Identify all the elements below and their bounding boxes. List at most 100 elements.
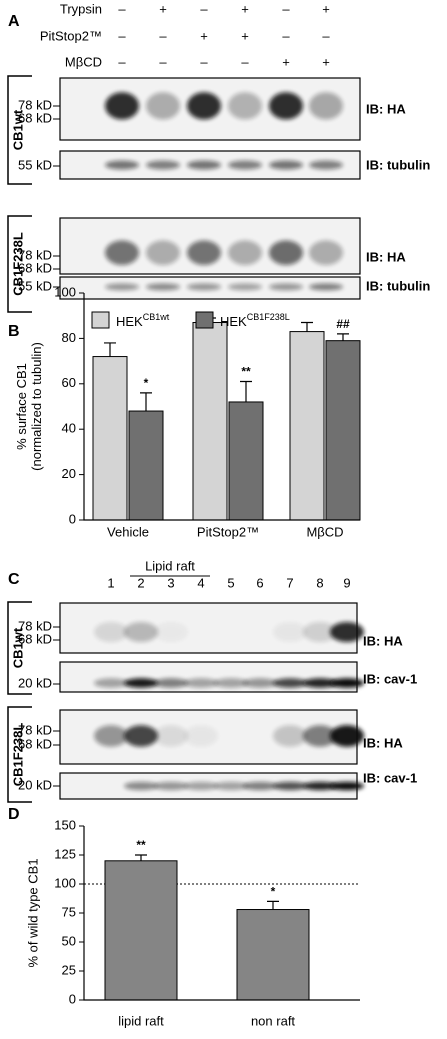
band — [309, 160, 343, 170]
band — [228, 283, 262, 291]
treatment-sign: + — [159, 1, 167, 16]
lane-number: 3 — [167, 575, 174, 590]
legend-superscript: CB1wt — [143, 312, 170, 322]
band — [273, 678, 307, 688]
size-marker: 68 kD — [18, 260, 52, 275]
band — [94, 725, 128, 747]
legend-swatch — [91, 311, 110, 329]
error-bar — [104, 342, 116, 357]
band — [154, 781, 188, 791]
band — [105, 92, 139, 120]
lane-number: 1 — [107, 575, 114, 590]
bar — [289, 331, 325, 521]
y-tick-label: 150 — [54, 817, 76, 832]
panel-label: D — [8, 806, 20, 823]
y-axis-label: (normalized to tubulin) — [29, 342, 44, 471]
significance-marker: * — [271, 885, 276, 899]
band — [243, 781, 277, 791]
error-bar — [301, 321, 313, 332]
legend-name: HEK — [116, 314, 143, 329]
significance-marker: ## — [336, 317, 350, 331]
y-tick-label: 0 — [69, 991, 76, 1006]
band — [214, 781, 248, 791]
group-label: CB1F238L — [10, 723, 25, 787]
lipid-raft-label: Lipid raft — [145, 558, 195, 573]
band — [330, 725, 364, 747]
band — [124, 725, 158, 747]
significance-marker: ** — [136, 838, 146, 852]
lane-number: 9 — [343, 575, 350, 590]
treatment-sign: – — [159, 54, 167, 69]
lane-number: 2 — [137, 575, 144, 590]
band — [228, 92, 262, 120]
band — [184, 725, 218, 747]
treatment-label: MβCD — [65, 54, 102, 69]
band — [184, 678, 218, 688]
error-bar — [337, 333, 349, 341]
y-tick-label: 75 — [62, 904, 76, 919]
group-label: CB1wt — [10, 109, 25, 150]
treatment-sign: – — [241, 54, 249, 69]
treatment-sign: – — [200, 1, 208, 16]
bar — [236, 909, 310, 1001]
ib-label: IB: cav-1 — [363, 770, 417, 785]
x-tick-label: MβCD — [306, 524, 343, 539]
band — [330, 678, 364, 688]
band — [146, 160, 180, 170]
group-label: CB1F238L — [10, 232, 25, 296]
treatment-sign: – — [282, 1, 290, 16]
band — [269, 283, 303, 291]
y-tick-label: 125 — [54, 846, 76, 861]
y-axis-label: % surface CB1 — [14, 363, 29, 450]
band — [105, 283, 139, 291]
band — [187, 283, 221, 291]
band — [303, 781, 337, 791]
size-marker: 55 kD — [18, 278, 52, 293]
band — [303, 725, 337, 747]
band — [303, 622, 337, 642]
band — [187, 92, 221, 120]
error-bar — [140, 392, 152, 412]
size-marker: 78 kD — [18, 247, 52, 262]
band — [303, 678, 337, 688]
treatment-sign: + — [241, 1, 249, 16]
lane-number: 4 — [197, 575, 204, 590]
x-tick-label: lipid raft — [118, 1013, 164, 1028]
band — [94, 622, 128, 642]
treatment-sign: – — [282, 28, 290, 43]
band — [154, 725, 188, 747]
treatment-label: PitStop2™ — [40, 28, 102, 43]
band — [154, 622, 188, 642]
treatment-sign: + — [241, 28, 249, 43]
x-tick-label: non raft — [251, 1013, 295, 1028]
lane-number: 5 — [227, 575, 234, 590]
legend-entry: HEKCB1F238L — [220, 312, 290, 329]
band — [273, 781, 307, 791]
treatment-label: Trypsin — [60, 1, 102, 16]
size-marker: 78 kD — [18, 97, 52, 112]
band — [330, 781, 364, 791]
x-tick-label: PitStop2™ — [197, 524, 259, 539]
band — [105, 160, 139, 170]
y-tick-label: 0 — [69, 511, 76, 526]
treatment-sign: + — [322, 54, 330, 69]
bar — [92, 356, 128, 521]
treatment-sign: – — [200, 54, 208, 69]
band — [187, 160, 221, 170]
x-tick-label: Vehicle — [107, 524, 149, 539]
treatment-sign: + — [282, 54, 290, 69]
bar — [192, 322, 228, 521]
size-marker: 78 kD — [18, 618, 52, 633]
ib-label: IB: HA — [363, 633, 403, 648]
group-label: CB1wt — [10, 627, 25, 668]
legend-superscript: CB1F238L — [247, 312, 290, 322]
band — [309, 92, 343, 120]
significance-marker: ** — [241, 365, 251, 379]
legend-name: HEK — [220, 314, 247, 329]
band — [309, 240, 343, 266]
size-marker: 68 kD — [18, 110, 52, 125]
axis — [83, 293, 360, 521]
y-tick-label: 100 — [54, 284, 76, 299]
ib-label: IB: HA — [363, 735, 403, 750]
